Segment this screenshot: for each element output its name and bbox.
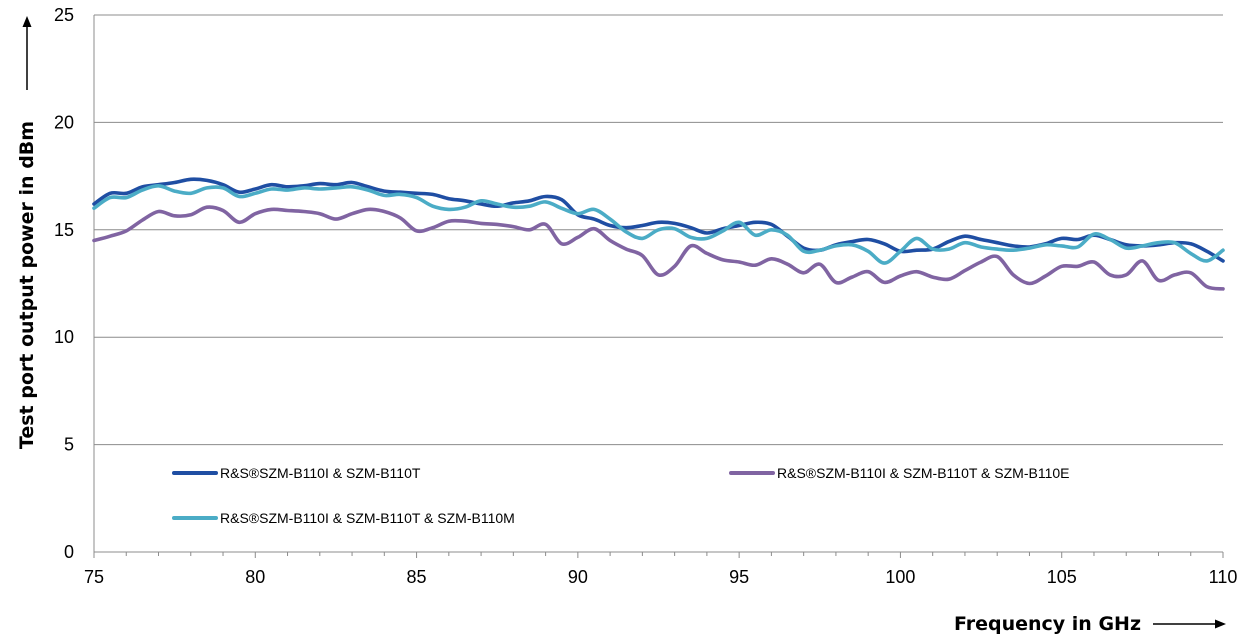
y-axis-title-group: Test port output power in dBm — [16, 121, 38, 449]
axes — [93, 15, 1223, 553]
x-tick-label-85: 85 — [407, 567, 427, 587]
legend-item-series-3: R&S®SZM-B110I & SZM-B110T & SZM-B110M — [172, 510, 515, 526]
series-line-2 — [92, 205, 1225, 291]
x-tick-label-75: 75 — [84, 567, 104, 587]
y-tick-label-0: 0 — [64, 542, 74, 562]
y-tick-label-5: 5 — [64, 435, 74, 455]
y-axis-arrow-icon — [22, 16, 32, 90]
legend-label-series-3: R&S®SZM-B110I & SZM-B110T & SZM-B110M — [220, 510, 515, 526]
x-tick-label-80: 80 — [245, 567, 265, 587]
x-tick-label-95: 95 — [729, 567, 749, 587]
legend: R&S®SZM-B110I & SZM-B110T R&S®SZM-B110I … — [172, 465, 1069, 526]
y-axis-ticks: 0 5 10 15 20 25 — [54, 5, 74, 562]
y-axis-title: Test port output power in dBm — [16, 121, 38, 449]
x-tick-label-100: 100 — [885, 567, 915, 587]
y-tick-label-10: 10 — [54, 327, 74, 347]
y-tick-label-20: 20 — [54, 112, 74, 132]
legend-item-series-1: R&S®SZM-B110I & SZM-B110T — [172, 465, 421, 481]
x-axis-ticks: 75 80 85 90 95 100 105 110 — [84, 552, 1237, 587]
x-tick-label-90: 90 — [568, 567, 588, 587]
y-tick-label-25: 25 — [54, 5, 74, 25]
legend-label-series-2: R&S®SZM-B110I & SZM-B110T & SZM-B110E — [777, 465, 1069, 481]
legend-item-series-2: R&S®SZM-B110I & SZM-B110T & SZM-B110E — [729, 465, 1069, 481]
series-lines — [92, 177, 1225, 291]
y-tick-label-15: 15 — [54, 220, 74, 240]
x-tick-label-105: 105 — [1047, 567, 1077, 587]
x-axis-title: Frequency in GHz — [954, 613, 1141, 635]
series-line-3 — [92, 183, 1225, 265]
x-axis-arrow-icon — [1153, 619, 1226, 629]
x-tick-label-110: 110 — [1209, 567, 1238, 587]
legend-label-series-1: R&S®SZM-B110I & SZM-B110T — [220, 465, 421, 481]
